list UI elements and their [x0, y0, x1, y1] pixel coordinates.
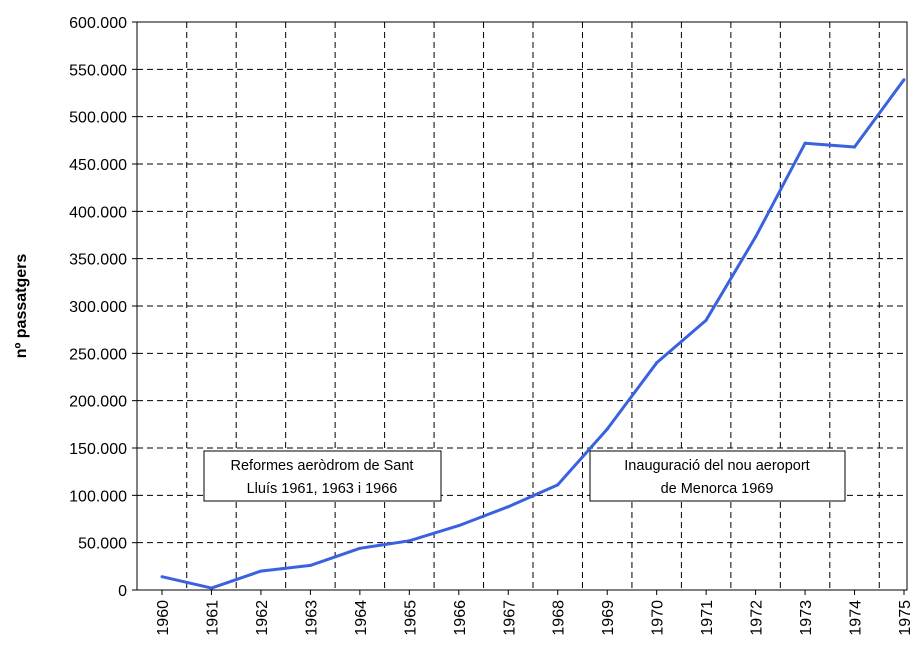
data-point-1967	[506, 505, 510, 509]
y-tick-label: 500.000	[69, 110, 127, 127]
y-tick-label: 150.000	[69, 441, 127, 458]
x-tick-label: 1964	[353, 600, 370, 636]
data-point-1962	[259, 569, 263, 573]
x-tick-label: 1961	[204, 600, 221, 636]
x-tick-label: 1967	[501, 600, 518, 636]
annotation-inauguracio-box	[589, 450, 846, 502]
y-tick-label: 450.000	[69, 157, 127, 174]
annotation-inauguracio-line-1: Inauguració del nou aeroport	[624, 458, 809, 474]
x-tick-label: 1963	[303, 600, 320, 636]
y-tick-label: 50.000	[78, 536, 127, 553]
annotation-reformes-line-1: Reformes aeròdrom de Sant	[231, 458, 414, 474]
annotation-inauguracio-line-2: de Menorca 1969	[661, 481, 774, 497]
data-point-1960	[160, 575, 164, 579]
y-axis-label: nº passatgers	[13, 254, 30, 359]
y-tick-label: 600.000	[69, 15, 127, 32]
data-point-1975	[902, 78, 906, 82]
y-tick-label: 200.000	[69, 394, 127, 411]
x-tick-label: 1966	[452, 600, 469, 636]
annotation-reformes: Reformes aeròdrom de Sant Lluís 1961, 19…	[203, 450, 442, 502]
data-point-1972	[754, 235, 758, 239]
x-tick-label: 1962	[254, 600, 271, 636]
data-point-1968	[556, 483, 560, 487]
data-point-1963	[308, 563, 312, 567]
annotation-reformes-box	[203, 450, 442, 502]
x-tick-label: 1974	[848, 600, 865, 636]
series-points	[160, 78, 906, 590]
y-tick-label: 250.000	[69, 346, 127, 363]
series-line-passengers	[161, 78, 906, 590]
data-point-1961	[209, 586, 213, 590]
x-tick-label: 1968	[551, 600, 568, 636]
data-point-1974	[853, 145, 857, 149]
y-tick-label: 550.000	[69, 62, 127, 79]
data-point-1971	[704, 318, 708, 322]
x-tick-label: 1970	[650, 600, 667, 636]
x-tick-label: 1960	[155, 600, 172, 636]
x-tick-label: 1972	[749, 600, 766, 636]
y-tick-label: 400.000	[69, 204, 127, 221]
y-tick-label: 100.000	[69, 488, 127, 505]
data-point-1969	[605, 427, 609, 431]
annotation-reformes-line-2: Lluís 1961, 1963 i 1966	[247, 481, 398, 497]
x-tick-label: 1975	[897, 600, 914, 636]
data-point-1973	[803, 141, 807, 145]
x-tick-label: 1965	[402, 600, 419, 636]
y-tick-label: 300.000	[69, 299, 127, 316]
x-axis-ticks: 1960 1961 1962 1963 1964 1965 1966 1967 1968 1969…	[155, 590, 914, 636]
x-tick-label: 1971	[699, 600, 716, 636]
data-point-1970	[655, 361, 659, 365]
y-tick-label: 350.000	[69, 252, 127, 269]
data-point-1965	[407, 539, 411, 543]
annotation-inauguracio: Inauguració del nou aeroport de Menorca …	[589, 450, 846, 502]
data-point-1964	[358, 546, 362, 550]
data-point-1966	[457, 524, 461, 528]
x-tick-label: 1973	[798, 600, 815, 636]
y-axis-ticks: 0 50.000 100.000 150.000 200.000 250.000 300.0…	[69, 15, 137, 600]
x-tick-label: 1969	[600, 600, 617, 636]
y-tick-label: 0	[118, 583, 127, 600]
